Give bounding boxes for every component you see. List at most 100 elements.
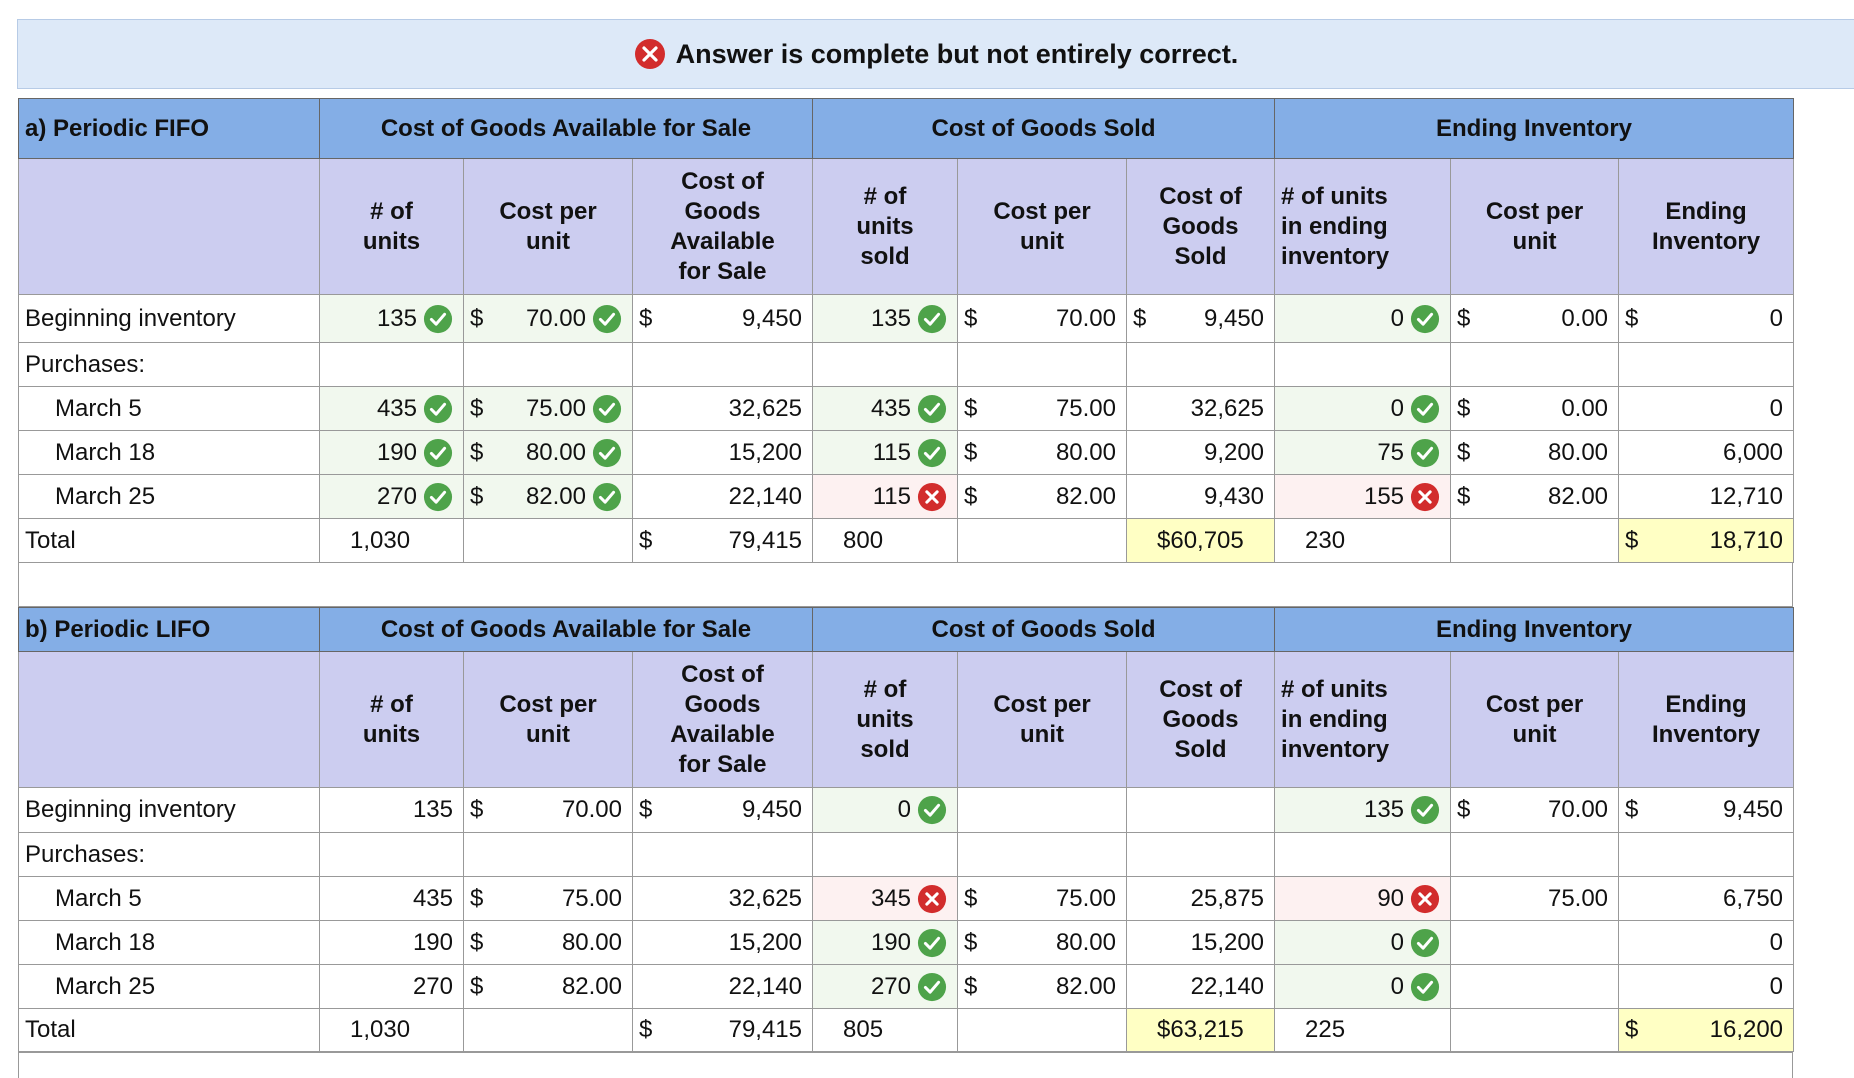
cell-content: 12,710 [1620,483,1793,511]
table-cell[interactable]: 115 [812,474,958,519]
cell-content: $79,415 [634,1016,812,1044]
cell-content: 270 [321,482,463,512]
currency-sign: $ [964,482,978,510]
cell-content: 0 [1276,972,1450,1002]
column-header: Cost per unit [957,158,1127,295]
check-icon [917,972,947,1001]
table-cell[interactable]: 0 [1274,294,1452,343]
cell-value: 435 [412,884,453,912]
table-cell[interactable]: $82.00 [463,474,633,519]
check-icon [423,394,453,423]
table-cell[interactable]: 435 [812,386,958,431]
table-cell[interactable]: 90 [1274,876,1452,921]
table-cell[interactable]: 190 [319,430,464,475]
cell-content: 135 [1276,795,1450,825]
table-cell[interactable]: 0 [1274,386,1452,431]
currency-sign: $ [639,796,653,823]
cell-value: 225 [1305,1016,1346,1043]
data-row: March 5 435 $75.00 32,625 435 $75.00 32,625 0 $0… [18,386,1795,431]
cell-value: 90 [1377,884,1405,912]
header-line: unit [1512,227,1557,255]
cell-value: 115 [872,482,911,510]
table-cell[interactable]: 75 [1274,430,1452,475]
cell-content: $75.00 [465,394,632,424]
table-cell[interactable]: $75.00 [463,386,633,431]
cell-content: 0 [1276,394,1450,424]
cell-content: 15,200 [634,929,812,957]
cell-value: 435 [376,394,417,422]
table-cell[interactable]: 190 [812,920,958,965]
currency-sign: $ [470,304,484,332]
cell-content: $18,710 [1620,527,1793,555]
cell-value: 75.00 [1055,884,1116,912]
cell-content: $79,415 [634,527,812,555]
cell-content: 9,430 [1128,483,1274,511]
table-cell: 800 [812,518,958,563]
cell-value: 22,140 [728,972,802,1000]
cell-value: 0 [1769,972,1784,1000]
column-header: Cost of Goods Available for Sale [632,158,813,295]
cell-value: 190 [376,438,417,466]
table-cell [957,342,1127,387]
row-label: Beginning inventory [18,787,320,833]
table-cell[interactable]: 270 [812,964,958,1009]
header-line: Cost of [681,167,764,195]
table-cell [319,342,464,387]
data-row: Total 1,030 $79,415 805 $63,215 225 $16,200 [18,1008,1795,1052]
table-cell[interactable]: 135 [1274,787,1452,833]
data-row: Beginning inventory 135 $70.00 $9,450 0 135 $7… [18,787,1795,833]
cell-value: 0 [897,796,911,823]
header-line: Cost per [499,197,597,225]
cell-value: 79,415 [728,1016,802,1043]
table-cell: $0.00 [1450,294,1620,343]
cell-value: 0.00 [1561,394,1609,422]
table-cell[interactable]: 0 [1274,920,1452,965]
cell-value: 75.00 [561,884,622,912]
cell-content: 270 [321,973,463,1001]
table-cell[interactable]: 0 [1274,964,1452,1009]
table-cell[interactable]: 345 [812,876,958,921]
table-cell: 0 [1618,964,1795,1009]
table-cell [957,832,1127,877]
cell-value: 270 [376,482,417,510]
cell-content: $75.00 [959,395,1126,423]
table-cell[interactable]: 0 [812,787,958,833]
table-cell[interactable]: 135 [812,294,958,343]
cell-value: 805 [843,1016,884,1043]
data-row: Beginning inventory 135 $70.00 $9,450 135 $70… [18,294,1795,343]
table-cell [1618,342,1795,387]
cell-content: 435 [321,394,463,424]
header-line: unit [1020,227,1064,255]
table-cell[interactable]: 270 [319,474,464,519]
cell-content: $63,215 [1128,1016,1274,1044]
cell-value: 135 [376,304,417,332]
table-cell[interactable]: 155 [1274,474,1452,519]
cell-value: 0 [1769,928,1784,956]
header-line: inventory [1281,735,1390,763]
table-cell: 805 [812,1008,958,1052]
table-cell[interactable]: $70.00 [463,294,633,343]
table-cell: 9,430 [1125,474,1276,519]
table-cell[interactable]: $80.00 [463,430,633,475]
table-cell[interactable]: 135 [319,294,464,343]
table-cell[interactable]: 435 [319,386,464,431]
table-cell [812,832,958,877]
table-cell [1450,964,1620,1009]
cell-value: 22,140 [1190,972,1265,1000]
data-row: March 25 270 $82.00 22,140 115 $82.00 9,430 155… [18,474,1795,519]
check-icon [917,394,947,423]
table-cell: $0.00 [1450,386,1620,431]
cell-value: 190 [412,928,453,956]
table-cell: 6,750 [1618,876,1795,921]
table-cell: 32,625 [1125,386,1276,431]
spacer-box [18,1052,1793,1078]
table-cell [1618,832,1795,877]
column-header: Cost per unit [1450,158,1620,295]
table-cell: $9,450 [1618,787,1795,833]
cell-content: 190 [814,928,957,958]
table-cell: 25,875 [1125,876,1276,921]
cross-icon [917,482,947,511]
table-cell[interactable]: 115 [812,430,958,475]
cell-content: 135 [321,796,463,824]
